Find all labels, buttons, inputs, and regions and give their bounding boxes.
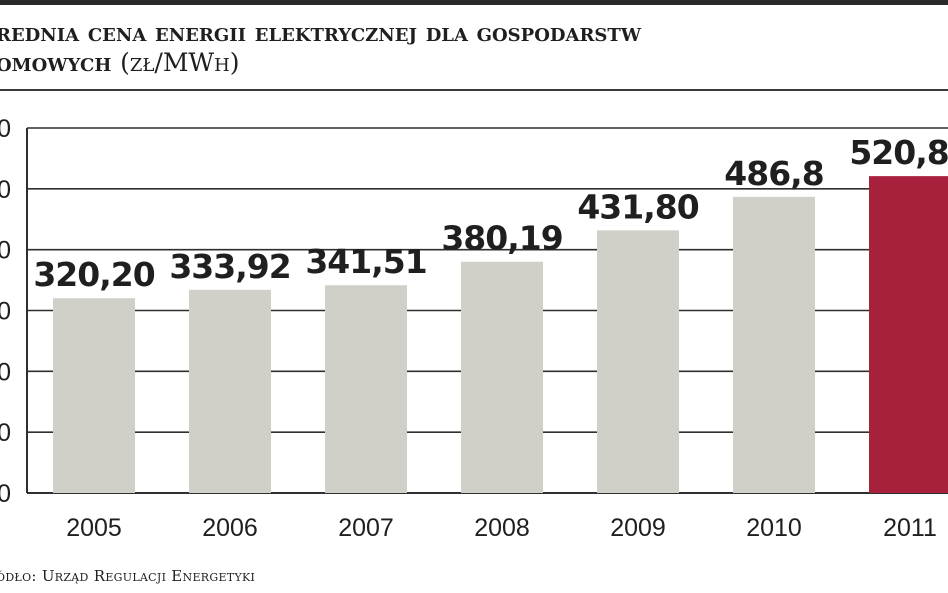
x-tick-label: 2007 (338, 514, 394, 542)
y-tick-label: 0 (0, 358, 11, 386)
data-label: 341,51 (305, 242, 426, 281)
top-rule (0, 0, 948, 5)
header-divider (0, 89, 948, 91)
y-tick-label: 0 (0, 298, 11, 326)
x-tick-label: 2011 (883, 514, 937, 542)
bar (869, 176, 948, 493)
y-tick-label: 0 (0, 419, 11, 447)
x-tick-label: 2009 (610, 514, 666, 542)
data-label: 320,20 (33, 255, 154, 294)
bar (325, 285, 407, 493)
x-tick-label: 2010 (746, 514, 802, 542)
y-tick-label: 0 (0, 176, 11, 204)
chart-title: rednia cena energii elektrycznej dla gos… (0, 18, 948, 78)
data-label: 333,92 (169, 247, 290, 286)
chart-title-text: rednia cena energii elektrycznej dla gos… (0, 18, 642, 77)
source-note: ódło: Urząd Regulacji Energetyki (0, 567, 256, 585)
data-label: 380,19 (441, 219, 562, 258)
data-label: 486,8 (724, 154, 823, 193)
bar (597, 230, 679, 494)
chart-unit: (zł/MWh) (120, 48, 240, 77)
y-tick-label: 0 (0, 480, 11, 508)
x-tick-label: 2006 (202, 514, 258, 542)
bar (53, 298, 135, 493)
data-label: 520,88 (849, 133, 948, 172)
y-tick-label: 0 (0, 237, 11, 265)
y-tick-label: 0 (0, 115, 11, 143)
x-tick-label: 2005 (66, 514, 122, 542)
bar (189, 289, 271, 493)
bar (461, 261, 543, 493)
bar (733, 196, 815, 493)
x-tick-label: 2008 (474, 514, 530, 542)
data-label: 431,80 (577, 187, 698, 226)
